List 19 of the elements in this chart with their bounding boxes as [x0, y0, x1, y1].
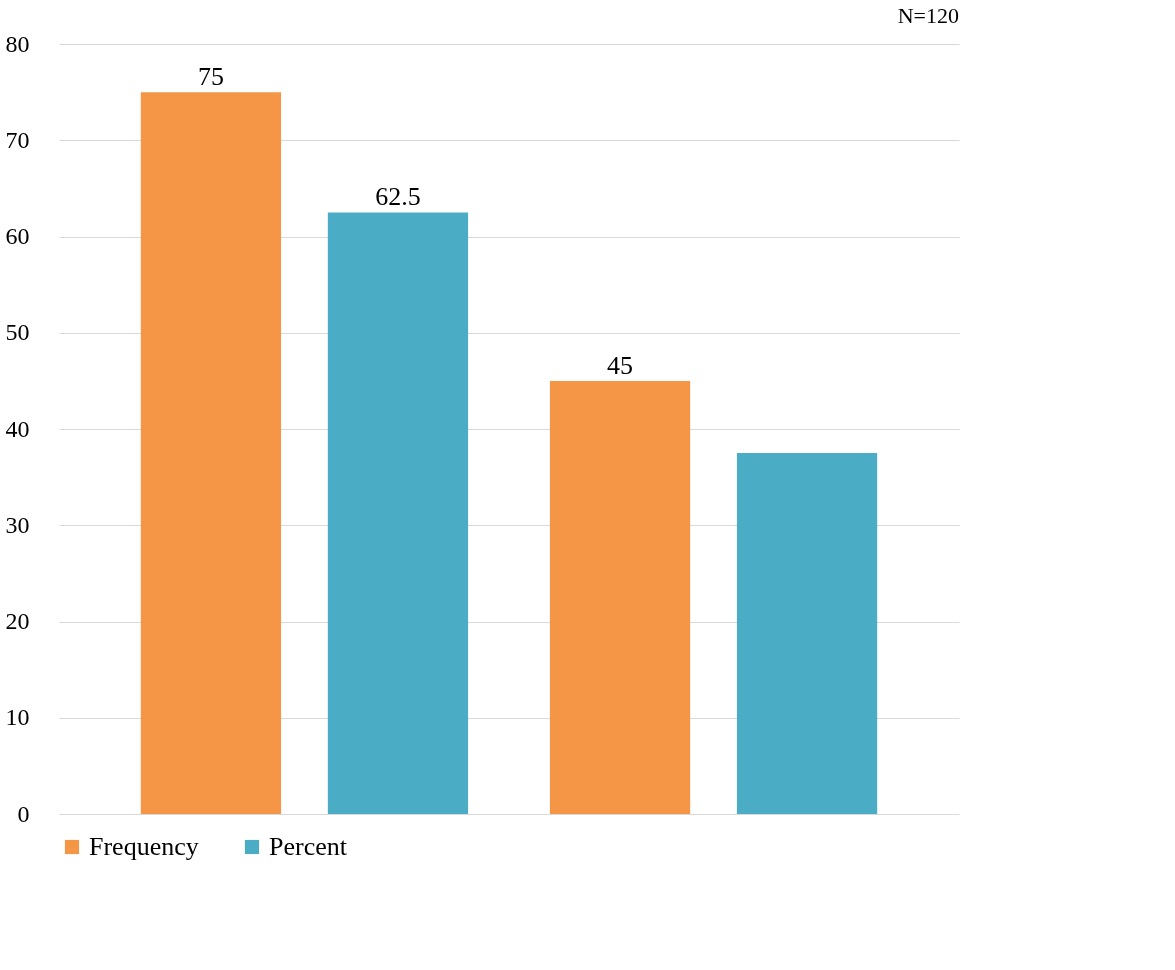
bar [549, 380, 691, 814]
y-tick-label: 20 [5, 608, 30, 634]
bar [140, 92, 282, 814]
legend-label: Percent [269, 832, 348, 861]
bar [327, 212, 469, 814]
data-label: 75 [197, 62, 224, 92]
y-tick-label: 0 [17, 800, 30, 827]
y-tick-label: 30 [5, 511, 30, 538]
data-label: 45 [607, 350, 634, 380]
y-tick-label: 10 [5, 704, 30, 731]
bar [736, 453, 878, 814]
y-tick-label: 40 [5, 415, 30, 442]
y-tick-label: 60 [5, 223, 30, 249]
y-tick-label: 80 [5, 30, 30, 57]
legend-label: Frequency [89, 832, 199, 861]
y-tick-label: 50 [5, 319, 30, 346]
data-label: 62.5 [375, 182, 421, 212]
text: N=120 [897, 3, 959, 28]
y-tick-label: 70 [5, 126, 30, 153]
